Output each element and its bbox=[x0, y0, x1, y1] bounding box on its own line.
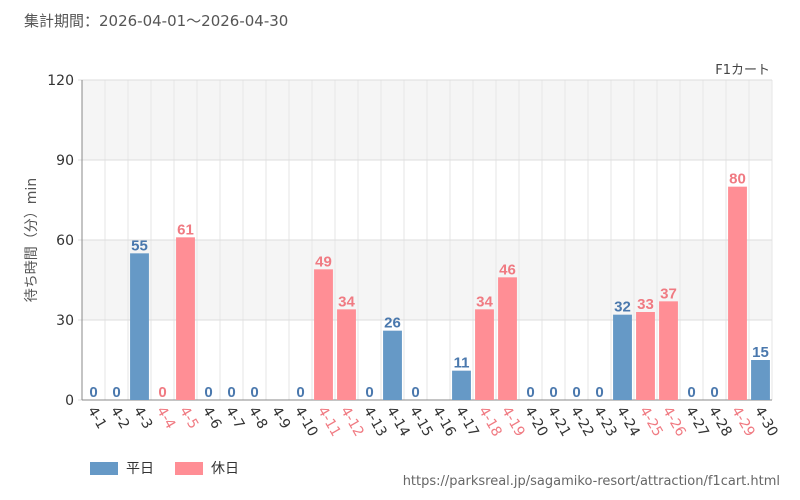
bar-value-label: 0 bbox=[112, 384, 120, 401]
bar bbox=[383, 330, 402, 400]
bar-value-label: 0 bbox=[411, 384, 419, 401]
bar-value-label: 46 bbox=[499, 261, 516, 278]
x-tick-label: 4-7 bbox=[222, 404, 247, 432]
bar-value-label: 0 bbox=[572, 384, 580, 401]
x-tick-label: 4-15 bbox=[406, 404, 436, 440]
bar bbox=[475, 309, 494, 400]
x-tick-label: 4-25 bbox=[636, 404, 666, 440]
bar-value-label: 34 bbox=[338, 293, 355, 310]
x-tick-label: 4-10 bbox=[291, 404, 321, 440]
bar-value-label: 0 bbox=[687, 384, 695, 401]
legend-holiday-label: 休日 bbox=[211, 461, 239, 477]
x-tick-label: 4-12 bbox=[337, 404, 367, 440]
bar-value-label: 0 bbox=[204, 384, 212, 401]
period-label: 集計期間：2026-04-01～2026-04-30 bbox=[24, 12, 289, 30]
bar-value-label: 0 bbox=[710, 384, 718, 401]
bar bbox=[130, 253, 149, 400]
series-label: F1カート bbox=[715, 63, 770, 78]
y-axis-title: 待ち時間（分）min bbox=[24, 178, 40, 302]
source-url-link[interactable]: https://parksreal.jp/sagamiko-resort/att… bbox=[402, 474, 780, 489]
legend-holiday-swatch bbox=[175, 461, 203, 475]
x-tick-label: 4-9 bbox=[268, 404, 293, 432]
legend-weekday: 平日 bbox=[90, 458, 154, 478]
bar bbox=[659, 301, 678, 400]
x-tick-label: 4-29 bbox=[728, 404, 758, 440]
bar-value-label: 49 bbox=[315, 253, 332, 270]
bar-value-label: 34 bbox=[476, 293, 493, 310]
bar-value-label: 0 bbox=[526, 384, 534, 401]
x-tick-label: 4-23 bbox=[590, 404, 620, 440]
x-tick-label: 4-1 bbox=[84, 404, 109, 432]
x-tick-label: 4-19 bbox=[498, 404, 528, 440]
bar bbox=[337, 309, 356, 400]
y-tick-label: 0 bbox=[65, 393, 74, 409]
x-tick-label: 4-2 bbox=[107, 404, 132, 432]
bar-value-label: 26 bbox=[384, 315, 401, 332]
x-tick-label: 4-17 bbox=[452, 404, 482, 440]
bar-value-label: 55 bbox=[131, 237, 148, 254]
x-tick-label: 4-27 bbox=[682, 404, 712, 440]
bar-value-label: 80 bbox=[729, 171, 746, 188]
bar-value-label: 0 bbox=[365, 384, 373, 401]
x-tick-label: 4-16 bbox=[429, 404, 459, 440]
bar bbox=[613, 314, 632, 400]
bar-value-label: 0 bbox=[250, 384, 258, 401]
bar-value-label: 37 bbox=[660, 285, 677, 302]
bar bbox=[498, 277, 517, 400]
legend-weekday-label: 平日 bbox=[126, 461, 154, 477]
bar-value-label: 33 bbox=[637, 296, 654, 313]
legend-weekday-swatch bbox=[90, 461, 118, 475]
x-tick-label: 4-8 bbox=[245, 404, 270, 432]
y-tick-label: 30 bbox=[56, 313, 74, 329]
x-tick-label: 4-13 bbox=[360, 404, 390, 440]
x-tick-label: 4-28 bbox=[705, 404, 735, 440]
x-tick-label: 4-26 bbox=[659, 404, 689, 440]
x-tick-label: 4-30 bbox=[751, 404, 781, 440]
bar-value-label: 15 bbox=[752, 344, 769, 361]
bar-value-label: 0 bbox=[296, 384, 304, 401]
bar bbox=[314, 269, 333, 400]
bar bbox=[452, 370, 471, 400]
bar-value-label: 0 bbox=[89, 384, 97, 401]
x-tick-label: 4-3 bbox=[130, 404, 155, 432]
bar bbox=[176, 237, 195, 400]
x-tick-label: 4-6 bbox=[199, 404, 224, 432]
bar bbox=[636, 312, 655, 400]
x-tick-label: 4-22 bbox=[567, 404, 597, 440]
x-tick-label: 4-20 bbox=[521, 404, 551, 440]
bar-value-label: 61 bbox=[177, 221, 194, 238]
x-tick-label: 4-24 bbox=[613, 404, 643, 440]
x-tick-label: 4-4 bbox=[153, 404, 178, 432]
bar bbox=[751, 360, 770, 400]
bar-value-label: 0 bbox=[227, 384, 235, 401]
x-tick-label: 4-5 bbox=[176, 404, 201, 432]
y-tick-label: 90 bbox=[56, 153, 74, 169]
x-tick-label: 4-18 bbox=[475, 404, 505, 440]
y-tick-label: 120 bbox=[47, 73, 74, 89]
bar-value-label: 11 bbox=[454, 355, 470, 372]
x-tick-label: 4-21 bbox=[544, 404, 574, 440]
bar-value-label: 0 bbox=[158, 384, 166, 401]
x-tick-label: 4-14 bbox=[383, 404, 413, 440]
bar-value-label: 0 bbox=[549, 384, 557, 401]
legend-holiday: 休日 bbox=[175, 458, 239, 478]
bar-value-label: 0 bbox=[595, 384, 603, 401]
bar bbox=[728, 186, 747, 400]
bar-value-label: 32 bbox=[614, 299, 631, 316]
y-tick-label: 60 bbox=[56, 233, 74, 249]
x-tick-label: 4-11 bbox=[314, 404, 344, 440]
